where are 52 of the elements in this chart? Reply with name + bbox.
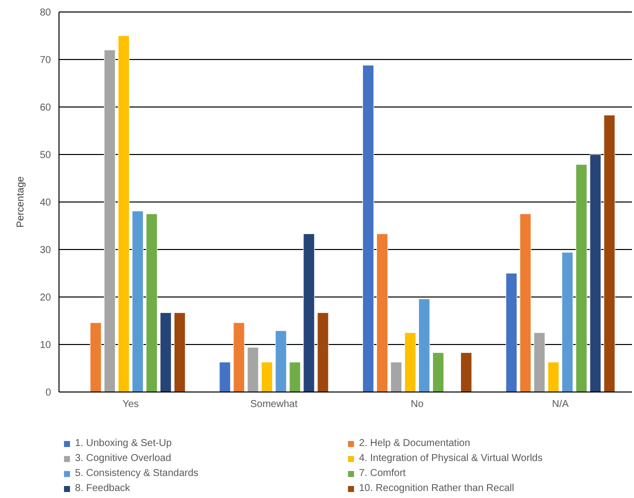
y-axis-title: Percentage [16, 176, 27, 228]
bar [275, 330, 287, 392]
bar [132, 210, 144, 392]
bar [289, 362, 301, 392]
y-tick-label: 80 [40, 8, 52, 19]
bar [104, 50, 116, 392]
y-tick-label: 10 [40, 340, 52, 352]
legend-label: 8. Feedback [75, 483, 130, 494]
bar [317, 312, 329, 392]
bar [90, 322, 102, 392]
y-tick-label: 50 [40, 150, 52, 162]
legend-label: 2. Help & Documentation [359, 438, 470, 449]
bar [548, 362, 560, 392]
x-tick-label: Somewhat [250, 399, 298, 410]
bar [390, 362, 402, 392]
bar [590, 154, 602, 392]
bar [404, 332, 416, 392]
y-tick-label: 30 [40, 245, 52, 256]
legend-label: 3. Cognitive Overload [75, 453, 172, 464]
x-tick-label: N/A [552, 399, 570, 410]
bar [604, 114, 616, 392]
legend-label: 4. Integration of Physical & Virtual Worlds [359, 453, 543, 464]
legend-label: 7. Comfort [359, 468, 406, 479]
bar [506, 273, 518, 392]
bar [146, 214, 158, 392]
bar [576, 164, 588, 392]
bar [432, 352, 444, 392]
bar [219, 362, 231, 392]
y-tick-label: 40 [40, 198, 52, 209]
bar [233, 322, 245, 392]
y-tick-label: 20 [40, 292, 52, 304]
legend-label: 10. Recognition Rather than Recall [359, 483, 514, 494]
bar [562, 252, 574, 392]
x-tick-label: Yes [122, 399, 139, 410]
bar [362, 64, 374, 392]
bar [520, 214, 532, 392]
bar [534, 332, 546, 392]
legend-label: 1. Unboxing & Set-Up [75, 438, 172, 449]
bar [118, 36, 130, 392]
bar [376, 234, 388, 392]
bar [303, 234, 315, 392]
legend-label: 5. Consistency & Standards [75, 468, 198, 479]
y-tick-label: 70 [40, 55, 52, 66]
bar [160, 312, 172, 392]
bar [174, 312, 186, 392]
y-tick-label: 0 [45, 388, 52, 399]
bar [247, 347, 259, 392]
bar [418, 298, 430, 392]
bar [460, 352, 472, 392]
y-tick-label: 60 [40, 102, 52, 114]
bar [261, 362, 273, 392]
x-tick-label: No [410, 399, 424, 410]
